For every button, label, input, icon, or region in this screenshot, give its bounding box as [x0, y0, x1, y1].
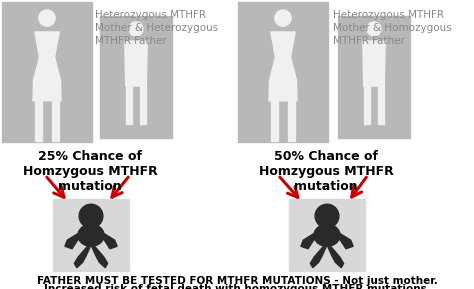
- Bar: [364, 86, 370, 124]
- Polygon shape: [337, 233, 353, 249]
- Bar: [100, 16, 172, 138]
- Polygon shape: [363, 41, 385, 86]
- Circle shape: [275, 10, 291, 26]
- Bar: [2, 2, 92, 142]
- Bar: [35, 101, 42, 141]
- Circle shape: [129, 22, 143, 36]
- Polygon shape: [33, 32, 61, 101]
- Bar: [338, 16, 410, 138]
- Text: Heterozygous MTHFR
Mother & Homozygous
MTHFR Father: Heterozygous MTHFR Mother & Homozygous M…: [333, 10, 452, 47]
- Bar: [126, 86, 132, 124]
- Bar: [53, 199, 129, 271]
- Bar: [289, 199, 365, 271]
- Ellipse shape: [78, 224, 104, 246]
- Circle shape: [315, 204, 339, 228]
- Circle shape: [79, 204, 103, 228]
- Circle shape: [39, 10, 55, 26]
- Polygon shape: [269, 32, 297, 101]
- Bar: [238, 2, 328, 142]
- Bar: [140, 86, 146, 124]
- Text: Heterozygous MTHFR
Mother & Heterozygous
MTHFR Father: Heterozygous MTHFR Mother & Heterozygous…: [95, 10, 218, 47]
- Polygon shape: [101, 233, 117, 249]
- Ellipse shape: [314, 224, 340, 246]
- Circle shape: [367, 22, 381, 36]
- Text: 50% Chance of
Homzygous MTHFR
mutation: 50% Chance of Homzygous MTHFR mutation: [259, 150, 393, 193]
- Bar: [271, 101, 278, 141]
- Text: Increased risk of fetal death with homozygous MTHFR mutations.: Increased risk of fetal death with homoz…: [44, 284, 430, 289]
- Polygon shape: [328, 246, 344, 268]
- Bar: [53, 101, 59, 141]
- Polygon shape: [65, 233, 80, 249]
- Polygon shape: [74, 246, 90, 268]
- Text: 25% Chance of
Homzygous MTHFR
mutation: 25% Chance of Homzygous MTHFR mutation: [23, 150, 157, 193]
- Polygon shape: [310, 246, 326, 268]
- Polygon shape: [92, 246, 108, 268]
- Polygon shape: [125, 41, 147, 86]
- Polygon shape: [301, 233, 316, 249]
- Text: FATHER MUST BE TESTED FOR MTHFR MUTATIONS - Not just mother.: FATHER MUST BE TESTED FOR MTHFR MUTATION…: [36, 276, 438, 286]
- Bar: [378, 86, 384, 124]
- Bar: [288, 101, 295, 141]
